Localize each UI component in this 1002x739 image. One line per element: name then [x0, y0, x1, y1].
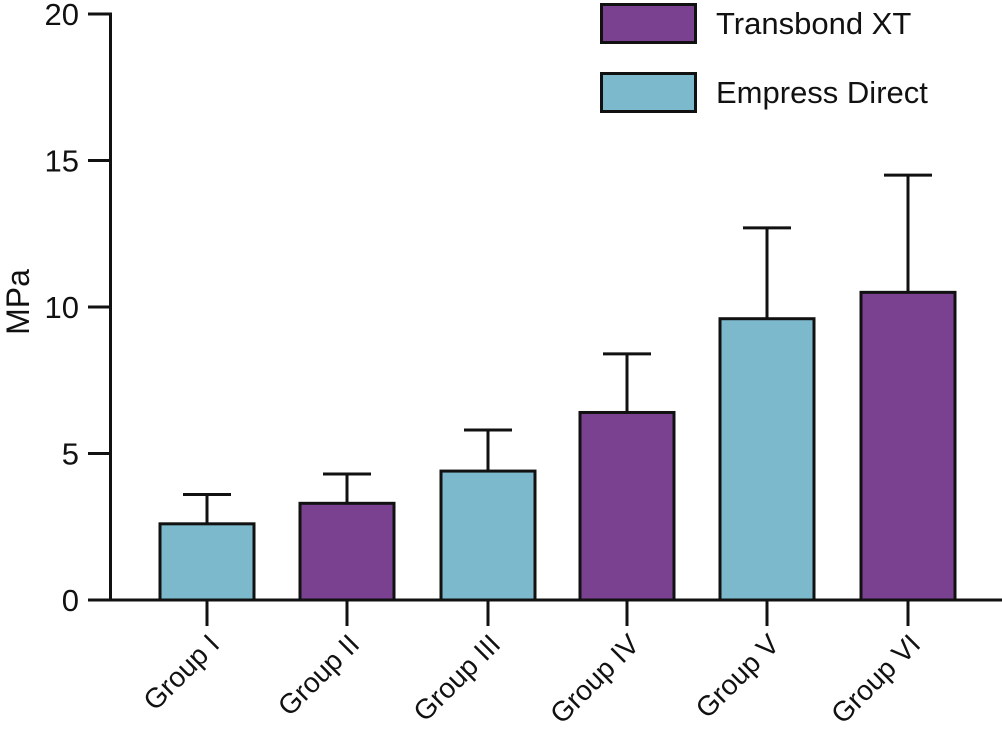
x-tick-label-group-iii: Group III	[407, 628, 506, 727]
bar-group-vi	[859, 290, 957, 602]
y-tick-label-10: 10	[45, 290, 79, 325]
bar-group-v	[718, 317, 816, 602]
x-tick-label-group-vi: Group VI	[825, 628, 926, 729]
legend-label-transbond-xt: Transbond XT	[716, 5, 912, 41]
y-tick-label-15: 15	[45, 144, 79, 179]
legend-label-empress-direct: Empress Direct	[716, 74, 928, 110]
x-tick-label-group-ii: Group II	[272, 628, 365, 721]
legend-swatch-empress-direct	[600, 72, 697, 113]
y-tick-label-20: 20	[45, 0, 79, 32]
bar-group-iii	[439, 469, 537, 602]
y-axis-title: MPa	[0, 269, 36, 335]
y-tick-label-0: 0	[62, 583, 79, 618]
chart-legend: Transbond XT Empress Direct	[600, 3, 928, 113]
legend-swatch-transbond-xt	[600, 3, 697, 44]
y-tick-label-5: 5	[62, 437, 79, 472]
bar-group-ii	[298, 501, 396, 602]
bar-group-i	[158, 522, 256, 602]
bar-group-iv	[578, 410, 676, 602]
legend-item-empress-direct: Empress Direct	[600, 72, 928, 113]
legend-item-transbond-xt: Transbond XT	[600, 3, 928, 44]
x-tick-label-group-i: Group I	[137, 628, 225, 716]
x-tick-label-group-iv: Group IV	[544, 628, 645, 729]
x-tick-label-group-v: Group V	[690, 628, 786, 724]
